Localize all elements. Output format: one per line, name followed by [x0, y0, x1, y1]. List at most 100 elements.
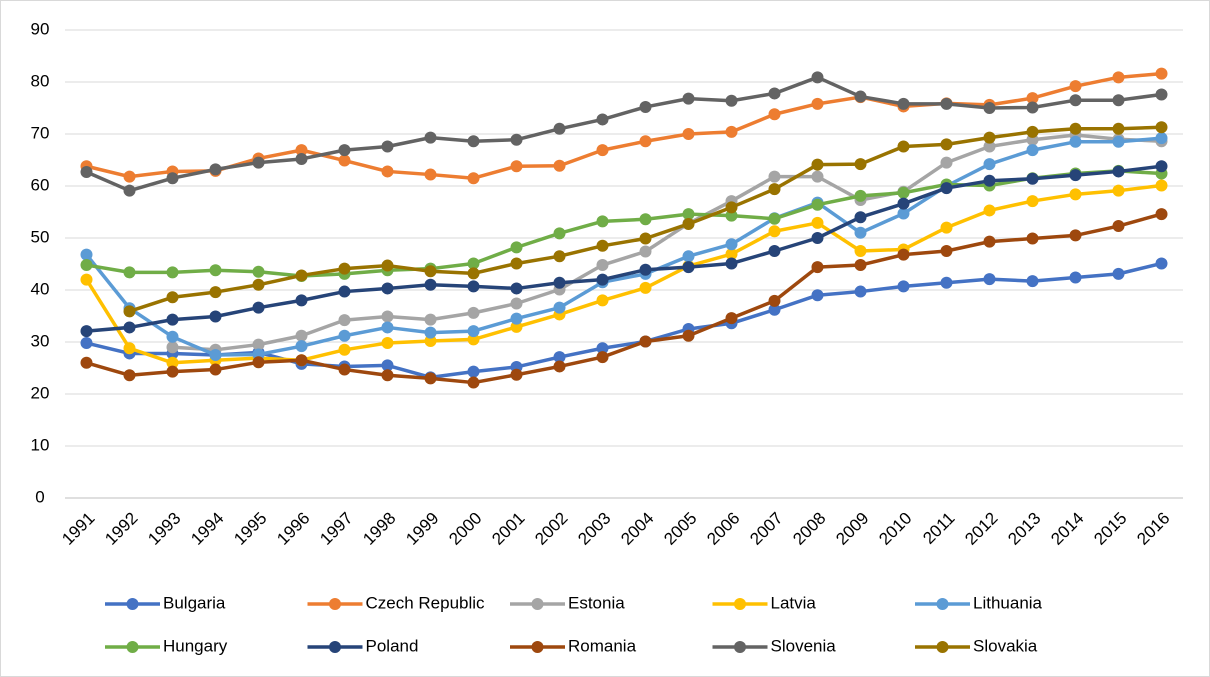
data-point [510, 320, 523, 333]
y-tick-label: 30 [31, 331, 50, 350]
data-point [682, 261, 695, 274]
data-point [1026, 144, 1039, 157]
data-point [252, 356, 265, 369]
data-point [166, 330, 179, 343]
data-point [596, 239, 609, 252]
data-point [682, 217, 695, 230]
data-point [80, 165, 93, 178]
data-point [381, 140, 394, 153]
data-point [940, 138, 953, 151]
data-point [467, 257, 480, 270]
data-point [983, 158, 996, 171]
data-point [166, 313, 179, 326]
data-point [725, 209, 738, 222]
series-line [85, 75, 1162, 193]
data-point [983, 235, 996, 248]
series-line [172, 133, 1162, 352]
data-point [209, 363, 222, 376]
data-point [252, 301, 265, 314]
data-point [510, 368, 523, 381]
data-point [682, 208, 695, 221]
data-point [682, 329, 695, 342]
data-point [553, 301, 566, 314]
data-point [1155, 179, 1168, 192]
data-point [1069, 122, 1082, 135]
data-point [1112, 267, 1125, 280]
data-point [1026, 172, 1039, 185]
data-point [209, 310, 222, 323]
data-point [768, 225, 781, 238]
legend-marker [734, 598, 746, 610]
data-point [424, 168, 437, 181]
data-point [811, 71, 824, 84]
data-point [123, 369, 136, 382]
data-point [252, 338, 265, 351]
data-point [682, 128, 695, 140]
data-point [424, 131, 437, 144]
data-point [467, 172, 480, 185]
data-point [897, 97, 910, 110]
data-point [940, 156, 953, 169]
data-point [897, 140, 910, 153]
data-point [596, 294, 609, 307]
data-point [983, 131, 996, 144]
data-point [381, 369, 394, 382]
data-point [811, 158, 824, 171]
series-line [86, 169, 1162, 278]
data-point [1069, 271, 1082, 284]
data-point [639, 135, 652, 148]
data-point [510, 282, 523, 295]
data-point [983, 140, 996, 153]
legend-marker [936, 641, 949, 653]
data-point [123, 170, 136, 183]
data-point [1155, 257, 1168, 270]
data-point [596, 273, 609, 286]
data-point [467, 376, 480, 389]
data-point [596, 342, 609, 355]
data-point [338, 144, 351, 157]
data-point [940, 245, 953, 257]
data-point [1155, 132, 1168, 145]
y-tick-label: 20 [31, 383, 50, 402]
data-point [1026, 232, 1039, 245]
y-tick-label: 80 [31, 71, 50, 90]
data-point [725, 248, 738, 261]
data-point [1155, 121, 1168, 134]
data-point [123, 342, 136, 355]
data-point [295, 329, 308, 342]
data-point [639, 281, 652, 294]
data-point [295, 294, 308, 307]
data-point [983, 204, 996, 217]
data-point [381, 321, 394, 334]
data-point [467, 135, 480, 148]
legend-label: Poland [366, 636, 419, 655]
data-point [381, 310, 394, 323]
data-point [768, 212, 781, 225]
data-point [1112, 184, 1125, 197]
data-point [553, 122, 566, 135]
data-point [510, 133, 523, 146]
data-point [553, 227, 566, 240]
data-point [510, 312, 523, 325]
data-point [381, 259, 394, 272]
data-point [553, 351, 566, 364]
legend-marker [329, 641, 341, 653]
data-point [897, 207, 910, 220]
data-point [1026, 92, 1039, 105]
legend-marker [531, 641, 544, 653]
data-point [80, 356, 93, 369]
data-point [80, 248, 93, 261]
data-point [510, 257, 523, 270]
data-point [381, 359, 394, 372]
data-point [467, 267, 480, 280]
data-point [467, 365, 480, 378]
data-point [854, 226, 867, 239]
data-point [725, 201, 738, 214]
legend-marker [936, 598, 949, 610]
data-point [295, 340, 308, 353]
y-tick-label: 90 [31, 19, 50, 38]
data-point [1155, 88, 1168, 101]
y-tick-label: 10 [31, 435, 50, 454]
data-point [1155, 208, 1168, 221]
